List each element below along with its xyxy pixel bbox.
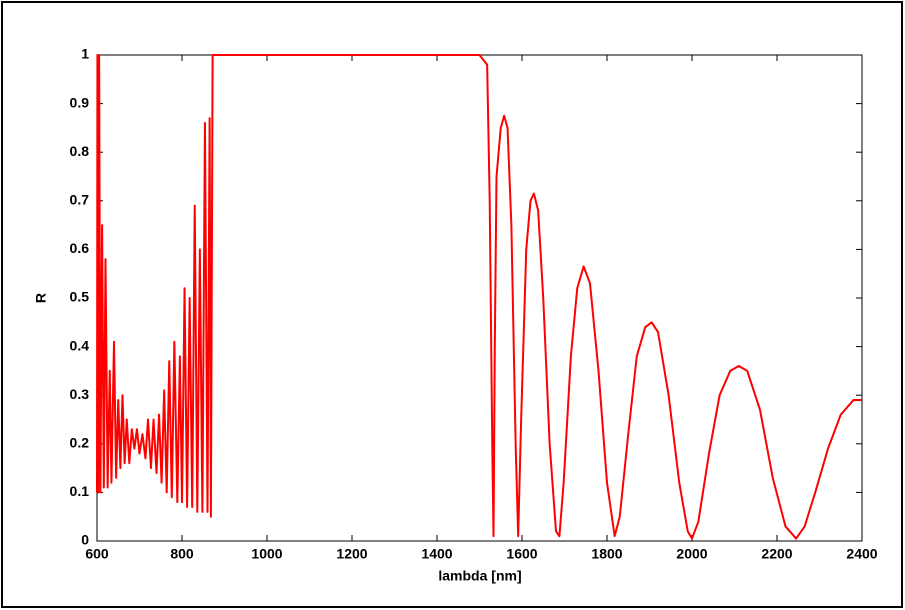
x-tick-label: 600 bbox=[85, 546, 109, 562]
data-line bbox=[96, 54, 862, 540]
x-tick-label: 2000 bbox=[676, 546, 707, 562]
x-tick-label: 1400 bbox=[421, 546, 452, 562]
x-tick-label: 1600 bbox=[506, 546, 537, 562]
y-tick-label: 1 bbox=[81, 46, 89, 62]
y-tick-label: 0.2 bbox=[70, 435, 90, 451]
x-tick-label: 1000 bbox=[251, 546, 282, 562]
x-tick-label: 1800 bbox=[591, 546, 622, 562]
x-axis-label: lambda [nm] bbox=[438, 568, 521, 584]
y-tick-label: 0.9 bbox=[70, 94, 90, 110]
y-tick-label: 0.5 bbox=[70, 289, 90, 305]
x-tick-label: 2200 bbox=[761, 546, 792, 562]
y-tick-label: 0.8 bbox=[70, 143, 90, 159]
x-tick-label: 2400 bbox=[846, 546, 877, 562]
x-tick-label: 800 bbox=[170, 546, 194, 562]
y-tick-label: 0.7 bbox=[70, 192, 90, 208]
y-axis-label: R bbox=[33, 293, 49, 303]
x-tick-label: 1200 bbox=[336, 546, 367, 562]
y-tick-label: 0 bbox=[81, 532, 89, 548]
y-tick-label: 0.6 bbox=[70, 240, 90, 256]
y-tick-label: 0.3 bbox=[70, 386, 90, 402]
y-tick-label: 0.4 bbox=[70, 337, 90, 353]
y-tick-label: 0.1 bbox=[70, 483, 90, 499]
